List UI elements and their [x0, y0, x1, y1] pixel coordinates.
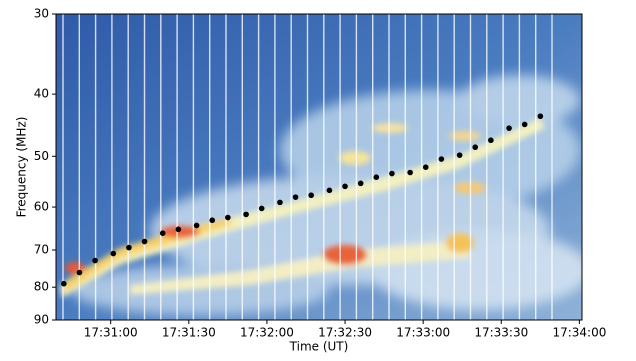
y-tick-label: 40: [34, 87, 49, 101]
point: [506, 125, 512, 131]
point: [389, 170, 395, 177]
x-tick-label: 17:33:00: [396, 326, 450, 340]
y-tick-label: 30: [34, 7, 49, 21]
point: [308, 192, 314, 199]
y-tick-label: 80: [34, 280, 49, 294]
x-tick-label: 17:34:00: [552, 326, 606, 340]
y-tick-label: 70: [34, 243, 49, 257]
spectrogram: [56, 14, 582, 320]
y-tick-label: 50: [34, 149, 49, 163]
point: [76, 269, 83, 276]
point: [292, 194, 299, 200]
point: [472, 144, 479, 151]
point: [225, 214, 231, 221]
point: [126, 244, 132, 251]
point: [488, 137, 494, 144]
x-tick-label: 17:33:30: [474, 326, 528, 340]
point: [193, 222, 200, 229]
x-tick-label: 17:31:00: [84, 326, 138, 340]
point: [243, 211, 249, 218]
x-axis-label: Time (UT): [289, 340, 349, 354]
point: [258, 205, 265, 212]
x-tick-label: 17:32:30: [318, 326, 372, 340]
point: [357, 180, 364, 187]
point: [422, 164, 429, 171]
point: [141, 238, 148, 245]
point: [326, 187, 333, 194]
y-tick-label: 90: [34, 313, 49, 327]
y-tick-label: 60: [34, 200, 49, 214]
point: [277, 199, 283, 206]
point: [373, 174, 380, 181]
x-tick-label: 17:31:30: [162, 326, 216, 340]
y-axis-label: Frequency (MHz): [15, 117, 29, 218]
point: [521, 121, 528, 128]
point: [456, 152, 463, 158]
x-tick-label: 17:32:00: [240, 326, 294, 340]
point: [209, 217, 216, 224]
point: [61, 280, 67, 287]
plot-frame: [55, 13, 583, 321]
point: [92, 257, 98, 264]
point: [537, 113, 544, 120]
point: [342, 183, 348, 190]
point: [438, 156, 445, 162]
point: [407, 169, 413, 176]
point: [159, 230, 166, 236]
point: [110, 250, 117, 257]
point: [175, 226, 182, 233]
